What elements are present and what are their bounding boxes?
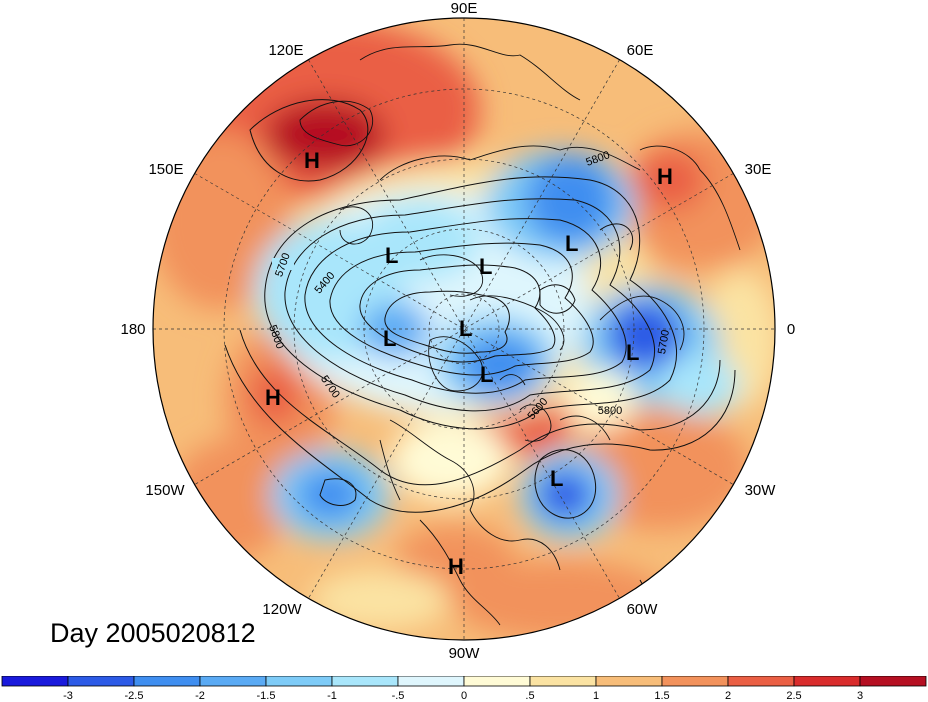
lon-label-120e: 120E — [268, 42, 303, 59]
contour-label: 5700 — [656, 329, 672, 355]
colorbar-tick-label: .5 — [525, 690, 534, 702]
low-pressure-marker: L — [385, 243, 398, 268]
longitude-labels: 90E 60E 30E 0 30W 60W 90W 120W 150W 180 … — [120, 0, 795, 662]
map-boundary — [152, 17, 776, 641]
pressure-centers: H H H H L L L L L L L L — [265, 148, 673, 579]
colorbar-tick-label: 0 — [461, 690, 467, 702]
low-pressure-marker: L — [459, 316, 472, 341]
high-pressure-marker: H — [304, 148, 320, 173]
lon-label-150e: 150E — [148, 161, 183, 178]
lon-label-90w: 90W — [449, 645, 481, 662]
colorbar-swatch — [133, 676, 201, 687]
colorbar-swatch — [661, 676, 729, 687]
lon-label-90e: 90E — [451, 0, 478, 17]
height-contours — [224, 99, 736, 519]
colorbar-swatch — [1, 676, 69, 687]
colorbar-swatch — [463, 676, 531, 687]
low-pressure-marker: L — [480, 362, 493, 387]
colorbar-ticks: -3 -2.5 -2 -1.5 -1 -.5 0 .5 1 1.5 2 2.5 3 — [63, 690, 863, 702]
colorbar-tick-label: -2 — [195, 690, 205, 702]
lon-label-0: 0 — [787, 321, 795, 338]
colorbar-tick-label: 1.5 — [654, 690, 669, 702]
map-title: Day 2005020812 — [50, 618, 256, 648]
lon-label-150w: 150W — [145, 482, 185, 499]
colorbar-swatches — [1, 676, 927, 687]
contour-label: 5800 — [598, 405, 622, 417]
colorbar-swatch — [595, 676, 663, 687]
lon-label-120w: 120W — [262, 601, 302, 618]
high-pressure-marker: H — [657, 164, 673, 189]
colorbar-tick-label: 3 — [857, 690, 863, 702]
low-pressure-marker: L — [565, 231, 578, 256]
colorbar-swatch — [331, 676, 399, 687]
colorbar-tick-label: 2.5 — [786, 690, 801, 702]
lon-label-180: 180 — [120, 321, 145, 338]
lon-label-60e: 60E — [627, 42, 654, 59]
colorbar-swatch — [265, 676, 333, 687]
low-pressure-marker: L — [479, 254, 492, 279]
low-pressure-marker: L — [626, 340, 639, 365]
colorbar-tick-label: -.5 — [392, 690, 405, 702]
colorbar-swatch — [727, 676, 795, 687]
polar-map: 5700 5400 5800 5700 5800 5700 5600 5800 … — [120, 0, 795, 662]
colorbar-tick-label: -2.5 — [125, 690, 144, 702]
high-pressure-marker: H — [265, 385, 281, 410]
colorbar-swatch — [397, 676, 465, 687]
colorbar: -3 -2.5 -2 -1.5 -1 -.5 0 .5 1 1.5 2 2.5 3 — [1, 676, 927, 702]
colorbar-swatch — [859, 676, 927, 687]
lon-label-60w: 60W — [627, 601, 659, 618]
colorbar-tick-label: -3 — [63, 690, 73, 702]
colorbar-swatch — [199, 676, 267, 687]
colorbar-tick-label: 2 — [725, 690, 731, 702]
high-pressure-marker: H — [448, 554, 464, 579]
colorbar-tick-label: -1 — [327, 690, 337, 702]
graticule — [153, 18, 775, 640]
lon-label-30w: 30W — [745, 482, 777, 499]
colorbar-tick-label: 1 — [593, 690, 599, 702]
colorbar-swatch — [793, 676, 861, 687]
low-pressure-marker: L — [550, 466, 563, 491]
lon-label-30e: 30E — [745, 161, 772, 178]
colorbar-swatch — [67, 676, 135, 687]
low-pressure-marker: L — [383, 326, 396, 351]
colorbar-swatch — [529, 676, 597, 687]
colorbar-tick-label: -1.5 — [257, 690, 276, 702]
